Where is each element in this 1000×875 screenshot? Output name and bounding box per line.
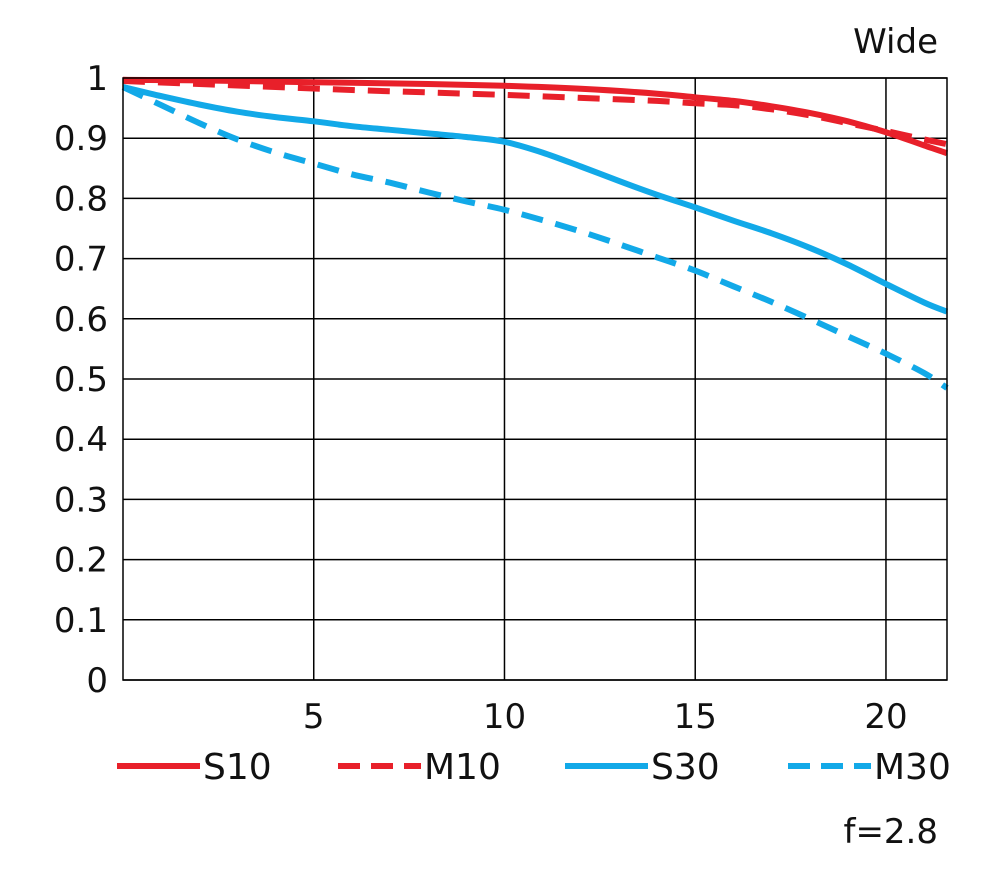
y-tick-label-0: 0 [86, 661, 108, 701]
y-tick-label-2: 0.2 [54, 541, 108, 581]
series-line-m10 [122, 78, 948, 148]
y-tick-label-4: 0.4 [54, 420, 108, 460]
legend-label-m30: M30 [874, 747, 951, 788]
aperture-label: f=2.8 [843, 812, 938, 852]
plot-frame [122, 77, 948, 681]
legend-label-s30: S30 [651, 747, 720, 788]
y-tick-label-1: 0.1 [54, 601, 108, 641]
series-lines [121, 76, 949, 391]
x-axis-tick-labels: 5 10 15 20 [303, 697, 908, 737]
legend-label-s10: S10 [203, 747, 272, 788]
y-tick-label-10: 1 [86, 59, 108, 99]
y-tick-label-9: 0.9 [54, 119, 108, 159]
y-tick-label-5: 0.5 [54, 360, 108, 400]
y-tick-label-7: 0.7 [54, 240, 108, 280]
y-axis-tick-labels: 0 0.1 0.2 0.3 0.4 0.5 0.6 0.7 0.8 0.9 1 [54, 59, 108, 701]
x-tick-label-1: 10 [483, 697, 526, 737]
x-tick-label-2: 15 [674, 697, 717, 737]
y-tick-label-6: 0.6 [54, 300, 108, 340]
y-tick-label-3: 0.3 [54, 480, 108, 520]
legend: S10 M10 S30 M30 [117, 747, 951, 788]
top-right-label: Wide [853, 22, 938, 62]
series-line-m30 [121, 84, 949, 391]
y-tick-label-8: 0.8 [54, 179, 108, 219]
grid [123, 77, 947, 681]
x-tick-label-0: 5 [303, 697, 325, 737]
series-line-s30 [122, 84, 949, 315]
legend-label-m10: M10 [424, 747, 501, 788]
x-tick-label-3: 20 [864, 697, 907, 737]
